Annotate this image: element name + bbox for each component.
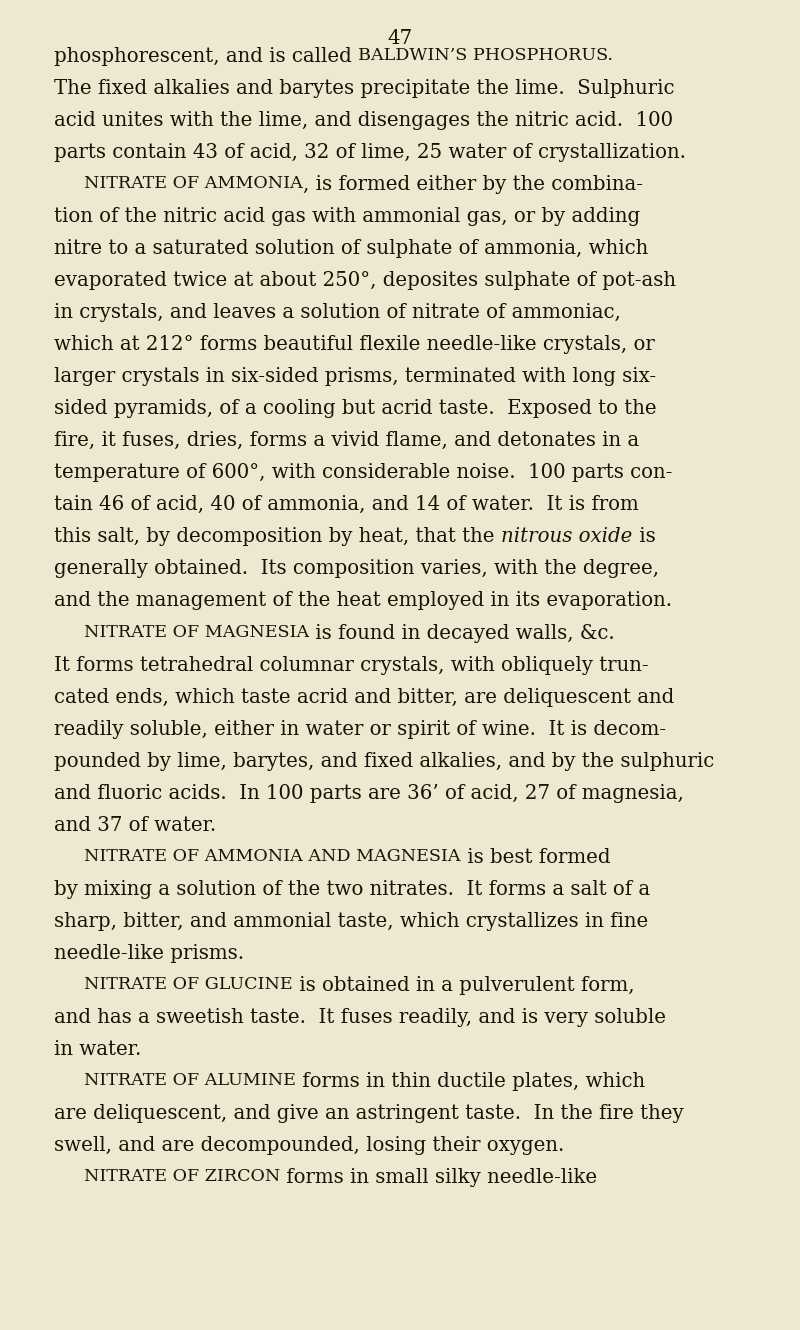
Text: is: is	[633, 528, 655, 547]
Text: BALDWIN’S PHOSPHORUS.: BALDWIN’S PHOSPHORUS.	[358, 47, 614, 64]
Text: swell, and are decompounded, losing their oxygen.: swell, and are decompounded, losing thei…	[54, 1136, 565, 1156]
Text: NITRATE OF ZIRCON: NITRATE OF ZIRCON	[84, 1169, 280, 1185]
Text: by mixing a solution of the two nitrates.  It forms a salt of a: by mixing a solution of the two nitrates…	[54, 880, 650, 899]
Text: needle-like prisms.: needle-like prisms.	[54, 944, 245, 963]
Text: and fluoric acids.  In 100 parts are 36’ of acid, 27 of magnesia,: and fluoric acids. In 100 parts are 36’ …	[54, 783, 684, 803]
Text: phosphorescent, and is called: phosphorescent, and is called	[54, 47, 358, 65]
Text: is found in decayed walls, &c.: is found in decayed walls, &c.	[309, 624, 615, 642]
Text: and the management of the heat employed in its evaporation.: and the management of the heat employed …	[54, 592, 673, 610]
Text: in crystals, and leaves a solution of nitrate of ammoniac,: in crystals, and leaves a solution of ni…	[54, 303, 622, 322]
Text: sharp, bitter, and ammonial taste, which crystallizes in fine: sharp, bitter, and ammonial taste, which…	[54, 912, 649, 931]
Text: and 37 of water.: and 37 of water.	[54, 815, 217, 835]
Text: NITRATE OF GLUCINE: NITRATE OF GLUCINE	[84, 976, 293, 994]
Text: is best formed: is best formed	[461, 849, 610, 867]
Text: parts contain 43 of acid, 32 of lime, 25 water of crystallization.: parts contain 43 of acid, 32 of lime, 25…	[54, 142, 686, 162]
Text: forms in thin ductile plates, which: forms in thin ductile plates, which	[296, 1072, 645, 1091]
Text: nitrous oxide: nitrous oxide	[501, 528, 633, 547]
Text: nitre to a saturated solution of sulphate of ammonia, which: nitre to a saturated solution of sulphat…	[54, 239, 649, 258]
Text: It forms tetrahedral columnar crystals, with obliquely trun-: It forms tetrahedral columnar crystals, …	[54, 656, 649, 674]
Text: which at 212° forms beautiful flexile needle-like crystals, or: which at 212° forms beautiful flexile ne…	[54, 335, 655, 354]
Text: fire, it fuses, dries, forms a vivid flame, and detonates in a: fire, it fuses, dries, forms a vivid fla…	[54, 431, 639, 450]
Text: The fixed alkalies and barytes precipitate the lime.  Sulphuric: The fixed alkalies and barytes precipita…	[54, 78, 675, 97]
Text: in water.: in water.	[54, 1040, 142, 1059]
Text: is obtained in a pulverulent form,: is obtained in a pulverulent form,	[293, 976, 634, 995]
Text: generally obtained.  Its composition varies, with the degree,: generally obtained. Its composition vari…	[54, 560, 659, 579]
Text: , is formed either by the combina-: , is formed either by the combina-	[302, 174, 642, 194]
Text: acid unites with the lime, and disengages the nitric acid.  100: acid unites with the lime, and disengage…	[54, 110, 674, 129]
Text: pounded by lime, barytes, and fixed alkalies, and by the sulphuric: pounded by lime, barytes, and fixed alka…	[54, 751, 714, 770]
Text: this salt, by decomposition by heat, that the: this salt, by decomposition by heat, tha…	[54, 528, 501, 547]
Text: NITRATE OF AMMONIA: NITRATE OF AMMONIA	[84, 174, 302, 192]
Text: NITRATE OF AMMONIA AND MAGNESIA: NITRATE OF AMMONIA AND MAGNESIA	[84, 849, 461, 864]
Text: tain 46 of acid, 40 of ammonia, and 14 of water.  It is from: tain 46 of acid, 40 of ammonia, and 14 o…	[54, 495, 639, 515]
Text: and has a sweetish taste.  It fuses readily, and is very soluble: and has a sweetish taste. It fuses readi…	[54, 1008, 666, 1027]
Text: evaporated twice at about 250°, deposites sulphate of pot-ash: evaporated twice at about 250°, deposite…	[54, 271, 677, 290]
Text: temperature of 600°, with considerable noise.  100 parts con-: temperature of 600°, with considerable n…	[54, 463, 673, 483]
Text: NITRATE OF MAGNESIA: NITRATE OF MAGNESIA	[84, 624, 309, 641]
Text: forms in small silky needle-like: forms in small silky needle-like	[280, 1169, 598, 1188]
Text: cated ends, which taste acrid and bitter, are deliquescent and: cated ends, which taste acrid and bitter…	[54, 688, 674, 706]
Text: 47: 47	[387, 29, 413, 48]
Text: sided pyramids, of a cooling but acrid taste.  Exposed to the: sided pyramids, of a cooling but acrid t…	[54, 399, 657, 418]
Text: tion of the nitric acid gas with ammonial gas, or by adding: tion of the nitric acid gas with ammonia…	[54, 206, 641, 226]
Text: readily soluble, either in water or spirit of wine.  It is decom-: readily soluble, either in water or spir…	[54, 720, 666, 738]
Text: are deliquescent, and give an astringent taste.  In the fire they: are deliquescent, and give an astringent…	[54, 1104, 684, 1124]
Text: NITRATE OF ALUMINE: NITRATE OF ALUMINE	[84, 1072, 296, 1089]
Text: larger crystals in six-sided prisms, terminated with long six-: larger crystals in six-sided prisms, ter…	[54, 367, 657, 386]
